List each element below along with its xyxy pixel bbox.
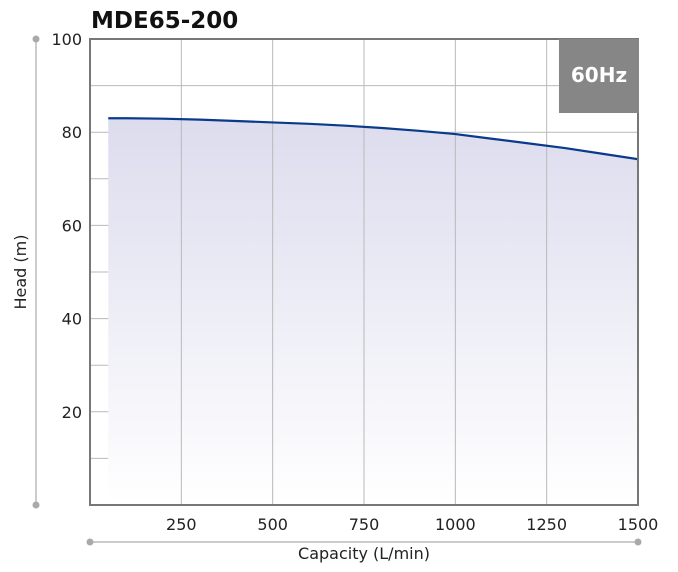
- y-tick-label: 40: [62, 310, 82, 329]
- x-tick-label: 750: [349, 515, 380, 534]
- plot-frame: [89, 38, 639, 506]
- series-line: [108, 117, 639, 161]
- grid-vertical: [180, 39, 548, 505]
- x-tick-label: 500: [257, 515, 288, 534]
- badge: 60Hz: [559, 39, 639, 113]
- x-tick-label: 1000: [435, 515, 476, 534]
- x-tick-label: 1500: [618, 515, 659, 534]
- badge-label: 60Hz: [571, 63, 627, 87]
- y-axis-rule: [32, 35, 40, 509]
- x-axis-rule: [86, 538, 642, 546]
- y-tick-label: 60: [62, 216, 82, 235]
- y-axis-label: Head (m): [11, 235, 30, 310]
- x-axis-label: Capacity (L/min): [298, 544, 430, 563]
- badge-background: [559, 39, 639, 113]
- series-area: [108, 118, 639, 505]
- x-tick-labels: 250 500 750 1000 1250 1500: [166, 515, 658, 534]
- chart-title: MDE65-200: [91, 8, 238, 34]
- y-tick-label: 100: [51, 30, 82, 49]
- y-tick-label: 80: [62, 123, 82, 142]
- x-tick-label: 250: [166, 515, 197, 534]
- x-tick-label: 1250: [526, 515, 567, 534]
- y-tick-labels: 20 40 60 80 100: [51, 30, 82, 422]
- y-tick-label: 20: [62, 403, 82, 422]
